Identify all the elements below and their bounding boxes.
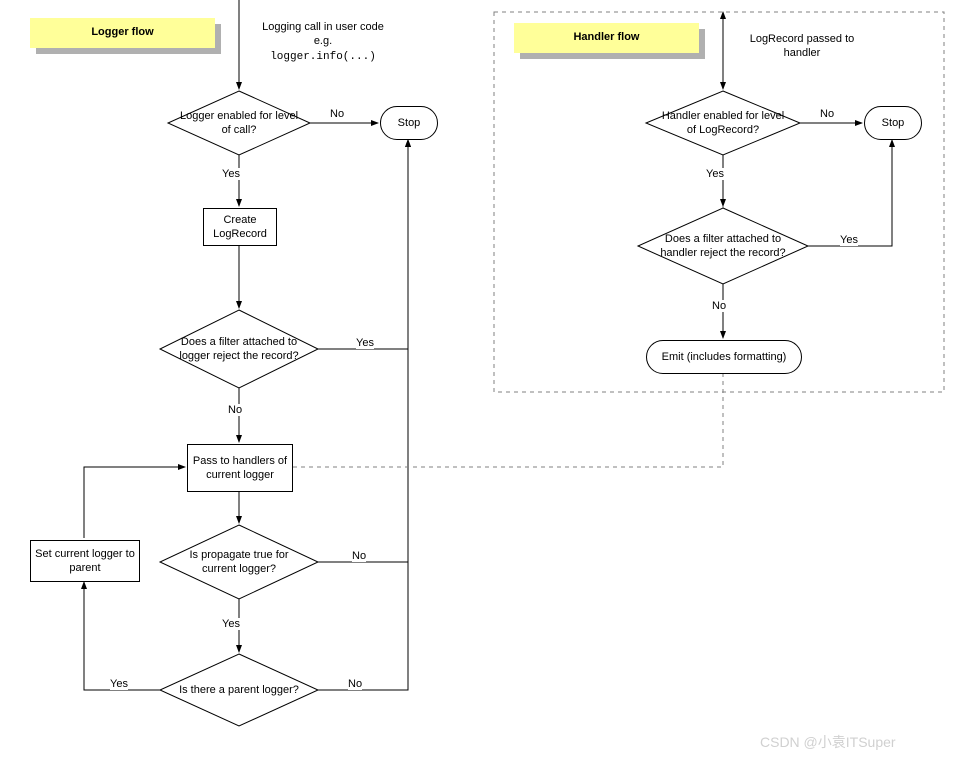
label-yes-4: Yes xyxy=(110,678,128,690)
logger-top-line2: e.g. xyxy=(314,35,332,47)
logger-stop: Stop xyxy=(380,106,438,140)
diamond-logger-filter xyxy=(160,310,318,388)
label-no-3: No xyxy=(352,550,366,562)
label-yes-6: Yes xyxy=(840,234,858,246)
label-yes-2: Yes xyxy=(356,337,374,349)
watermark: CSDN @小袁ITSuper xyxy=(760,732,896,752)
label-no-4: No xyxy=(348,678,362,690)
handler-top-line1: LogRecord passed to handler xyxy=(750,33,855,59)
label-no-1: No xyxy=(330,108,344,120)
logger-set-parent: Set current logger to parent xyxy=(30,540,140,582)
logger-top-text: Logging call in user code e.g. logger.in… xyxy=(248,20,398,64)
diamond-handler-enabled xyxy=(646,91,800,155)
handler-emit: Emit (includes formatting) xyxy=(646,340,802,374)
label-yes-5: Yes xyxy=(706,168,724,180)
label-yes-1: Yes xyxy=(222,168,240,180)
logger-top-line1: Logging call in user code xyxy=(262,21,384,33)
label-no-2: No xyxy=(228,404,242,416)
logger-create-logrecord: Create LogRecord xyxy=(203,208,277,246)
logger-pass-handlers: Pass to handlers of current logger xyxy=(187,444,293,492)
diamond-propagate xyxy=(160,525,318,599)
label-no-5: No xyxy=(820,108,834,120)
handler-title: Handler flow xyxy=(514,23,699,53)
logger-top-code: logger.info(...) xyxy=(270,51,376,63)
label-yes-3: Yes xyxy=(222,618,240,630)
label-no-6: No xyxy=(712,300,726,312)
logger-title: Logger flow xyxy=(30,18,215,48)
diamond-parent-logger xyxy=(160,654,318,726)
diamond-handler-filter xyxy=(638,208,808,284)
handler-top-text: LogRecord passed to handler xyxy=(732,32,872,61)
flowchart-svg xyxy=(0,0,955,758)
handler-flow-boundary xyxy=(494,12,944,392)
diamond-logger-enabled xyxy=(168,91,310,155)
handler-stop: Stop xyxy=(864,106,922,140)
